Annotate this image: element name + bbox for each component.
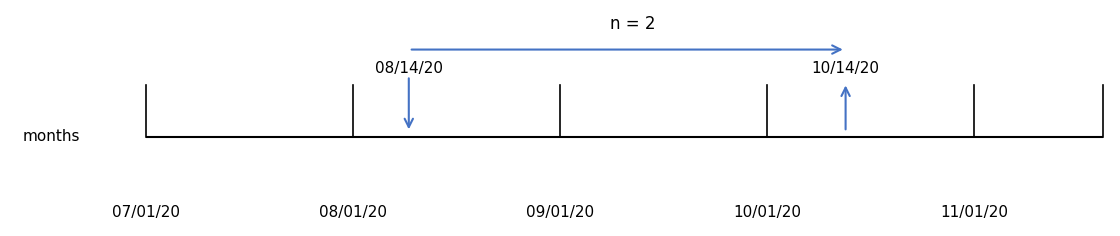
Text: 10/14/20: 10/14/20	[812, 60, 879, 76]
Text: 08/14/20: 08/14/20	[375, 60, 442, 76]
Text: 09/01/20: 09/01/20	[526, 205, 594, 220]
Text: n = 2: n = 2	[610, 15, 655, 33]
Text: 11/01/20: 11/01/20	[941, 205, 1008, 220]
Text: 10/01/20: 10/01/20	[734, 205, 801, 220]
Text: 08/01/20: 08/01/20	[319, 205, 386, 220]
Text: 07/01/20: 07/01/20	[112, 205, 179, 220]
Text: months: months	[22, 129, 80, 144]
